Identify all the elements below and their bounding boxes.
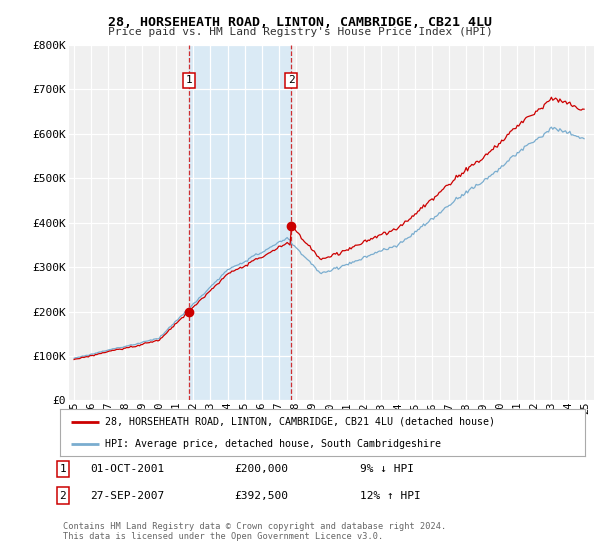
Text: 9% ↓ HPI: 9% ↓ HPI xyxy=(360,464,414,474)
Text: £392,500: £392,500 xyxy=(234,491,288,501)
Text: 2: 2 xyxy=(288,76,295,85)
Text: 28, HORSEHEATH ROAD, LINTON, CAMBRIDGE, CB21 4LU (detached house): 28, HORSEHEATH ROAD, LINTON, CAMBRIDGE, … xyxy=(104,417,494,427)
Text: £200,000: £200,000 xyxy=(234,464,288,474)
Text: HPI: Average price, detached house, South Cambridgeshire: HPI: Average price, detached house, Sout… xyxy=(104,438,440,449)
Text: 12% ↑ HPI: 12% ↑ HPI xyxy=(360,491,421,501)
Text: 01-OCT-2001: 01-OCT-2001 xyxy=(90,464,164,474)
Text: 2: 2 xyxy=(59,491,67,501)
Text: 1: 1 xyxy=(59,464,67,474)
Text: 1: 1 xyxy=(186,76,193,85)
Text: Price paid vs. HM Land Registry's House Price Index (HPI): Price paid vs. HM Land Registry's House … xyxy=(107,27,493,37)
Text: 27-SEP-2007: 27-SEP-2007 xyxy=(90,491,164,501)
Text: 28, HORSEHEATH ROAD, LINTON, CAMBRIDGE, CB21 4LU: 28, HORSEHEATH ROAD, LINTON, CAMBRIDGE, … xyxy=(108,16,492,29)
Bar xyxy=(189,45,291,400)
Text: Contains HM Land Registry data © Crown copyright and database right 2024.
This d: Contains HM Land Registry data © Crown c… xyxy=(63,522,446,542)
